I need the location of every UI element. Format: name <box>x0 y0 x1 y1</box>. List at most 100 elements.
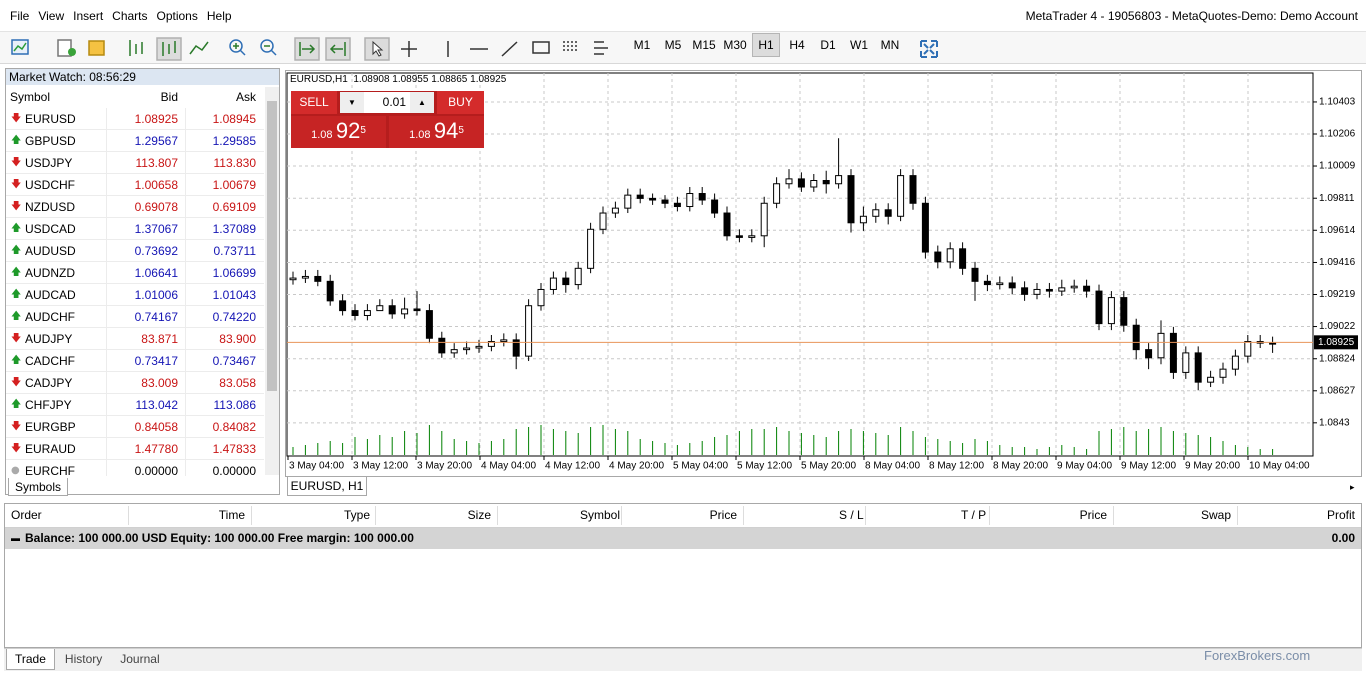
market-row[interactable]: 🡅 AUDUSD 0.73692 0.73711 <box>6 240 264 262</box>
direction-icon: 🡅 <box>11 245 22 256</box>
terminal-tab[interactable]: History <box>64 652 103 666</box>
divider <box>185 196 186 218</box>
price-big: 1.08 <box>311 129 333 141</box>
sell-button[interactable]: SELL <box>291 91 337 114</box>
candle-body <box>624 194 632 209</box>
direction-icon: 🡇 <box>11 377 22 388</box>
market-row[interactable]: 🡇 EURGBP 0.84058 0.84082 <box>6 416 264 438</box>
column-header: Swap <box>1200 508 1231 522</box>
menu-item[interactable]: Charts <box>112 9 148 23</box>
y-tick-label: 1.08824 <box>1319 353 1356 364</box>
market-row[interactable]: 🡇 USDJPY 113.807 113.830 <box>6 152 264 174</box>
direction-icon: 🡇 <box>11 421 22 432</box>
lot-size[interactable]: 0.01 <box>364 92 410 113</box>
timeframe-button[interactable]: M15 <box>692 38 716 52</box>
column-divider <box>865 506 866 525</box>
candle-body <box>1194 352 1202 383</box>
ask: 113.830 <box>213 156 257 170</box>
fullscreen-icon[interactable] <box>918 38 940 60</box>
market-row[interactable]: 🡇 EURUSD 1.08925 1.08945 <box>6 108 264 130</box>
symbol: GBPUSD <box>25 134 76 148</box>
divider <box>185 438 186 460</box>
market-row[interactable]: 🡅 AUDCHF 0.74167 0.74220 <box>6 306 264 328</box>
market-row[interactable]: 🡇 CADJPY 83.009 83.058 <box>6 372 264 394</box>
timeframe-button[interactable]: W1 <box>850 38 868 52</box>
divider <box>106 416 107 438</box>
candle-body <box>723 212 731 237</box>
divider <box>185 394 186 416</box>
symbol: EURUSD <box>25 112 76 126</box>
candle-body <box>1095 290 1103 325</box>
candle-body <box>512 339 520 357</box>
sell-price[interactable]: 1.08 925 <box>291 116 386 148</box>
terminal-tab[interactable]: Journal <box>120 652 160 666</box>
candle-body <box>773 183 781 204</box>
timeframe-button[interactable]: M30 <box>723 38 747 52</box>
market-row[interactable]: 🡇 AUDJPY 83.871 83.900 <box>6 328 264 350</box>
candle-body <box>425 310 433 339</box>
buy-button[interactable]: BUY <box>437 91 484 114</box>
market-row[interactable]: 🡅 CHFJPY 113.042 113.086 <box>6 394 264 416</box>
column-header: Size <box>467 508 491 522</box>
candle-body <box>1219 368 1227 378</box>
market-row[interactable]: 🡅 USDCAD 1.37067 1.37089 <box>6 218 264 240</box>
candle-body <box>587 228 595 269</box>
direction-icon: 🡅 <box>11 399 22 410</box>
candle-body <box>549 277 557 290</box>
market-row[interactable]: 🡅 CADCHF 0.73417 0.73467 <box>6 350 264 372</box>
candle-body <box>574 267 582 286</box>
x-tick-label: 3 May 12:00 <box>353 461 408 472</box>
divider <box>106 130 107 152</box>
symbols-tab[interactable]: Symbols <box>8 478 68 496</box>
market-row[interactable]: 🡅 AUDCAD 1.01006 1.01043 <box>6 284 264 306</box>
collapse-icon[interactable]: ▬ <box>11 533 20 543</box>
divider <box>106 218 107 240</box>
column-divider <box>621 506 622 525</box>
column-header: Time <box>218 508 245 522</box>
tab-scroll[interactable]: ▸ <box>1350 482 1355 492</box>
candle-body <box>971 267 979 282</box>
candle-body <box>376 305 384 312</box>
menu-item[interactable]: Insert <box>73 9 104 23</box>
lot-down[interactable]: ▼ <box>340 92 364 113</box>
market-row[interactable]: 🡅 AUDNZD 1.06641 1.06699 <box>6 262 264 284</box>
market-row[interactable]: 🡇 EURAUD 1.47780 1.47833 <box>6 438 264 460</box>
menu-item[interactable]: Options <box>156 9 198 23</box>
timeframe-button[interactable]: H1 <box>752 33 780 57</box>
balance-text: Balance: 100 000.00 USD Equity: 100 000.… <box>25 531 414 545</box>
symbol: USDJPY <box>25 156 73 170</box>
price-pip: 5 <box>360 125 366 136</box>
x-tick-label: 4 May 20:00 <box>609 461 664 472</box>
divider <box>185 108 186 130</box>
market-row[interactable]: 🡇 NZDUSD 0.69078 0.69109 <box>6 196 264 218</box>
menu-item[interactable]: File <box>10 9 30 23</box>
market-row[interactable]: 🡅 GBPUSD 1.29567 1.29585 <box>6 130 264 152</box>
candle-body <box>537 288 545 307</box>
menu-item[interactable]: Help <box>206 9 232 23</box>
candle-body <box>314 275 322 282</box>
divider <box>106 372 107 394</box>
y-tick-label: 1.10206 <box>1319 129 1356 140</box>
ask: 0.74220 <box>212 310 256 324</box>
scroll-thumb[interactable] <box>267 101 277 391</box>
timeframe-button[interactable]: M1 <box>633 38 651 52</box>
market-row[interactable]: 🡇 USDCHF 1.00658 1.00679 <box>6 174 264 196</box>
timeframe-button[interactable]: M5 <box>664 38 682 52</box>
buy-price[interactable]: 1.08 945 <box>389 116 484 148</box>
chart-tab[interactable]: EURUSD, H1 <box>287 477 367 496</box>
menu-item[interactable]: View <box>38 9 65 23</box>
symbol: CHFJPY <box>25 398 72 412</box>
symbol: EURAUD <box>25 442 76 456</box>
candle-body <box>401 308 409 315</box>
scrollbar[interactable] <box>265 87 279 475</box>
column-divider <box>743 506 744 525</box>
terminal-tab[interactable]: Trade <box>6 649 55 670</box>
timeframe-button[interactable]: MN <box>880 38 900 52</box>
watermark: ForexBrokers.com <box>1204 648 1311 663</box>
timeframe-button[interactable]: D1 <box>820 38 836 52</box>
candle-body <box>289 277 297 281</box>
lot-up[interactable]: ▲ <box>410 92 434 113</box>
market-row[interactable]: ● EURCHF 0.00000 0.00000 <box>6 460 264 476</box>
timeframe-button[interactable]: H4 <box>789 38 805 52</box>
